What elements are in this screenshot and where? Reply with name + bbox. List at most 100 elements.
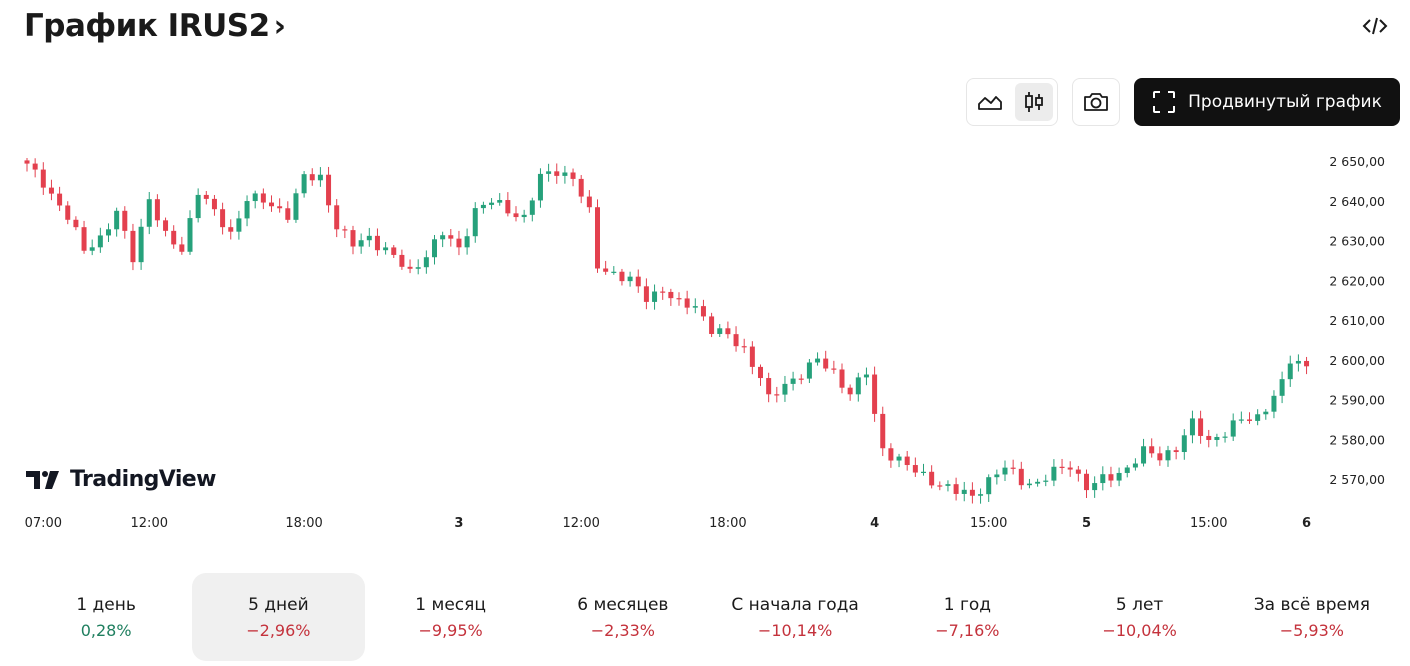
candle (595, 199, 600, 273)
period-5d[interactable]: 5 дней −2,96% (192, 573, 365, 661)
period-all[interactable]: За всё время −5,93% (1226, 573, 1398, 661)
period-change: −10,04% (1102, 620, 1177, 640)
x-tick-label: 5 (1082, 516, 1091, 531)
candle (334, 199, 340, 238)
area-chart-button[interactable] (971, 83, 1009, 121)
candle (537, 168, 543, 208)
candle (1181, 429, 1187, 460)
candle (945, 480, 951, 492)
candle (285, 201, 291, 223)
candle (1165, 445, 1171, 467)
candle (1206, 429, 1212, 448)
candle (1198, 410, 1204, 444)
period-1m[interactable]: 1 месяц −9,95% (365, 573, 537, 661)
x-tick-label: 12:00 (562, 516, 599, 531)
candlestick-chart[interactable]: 2 650,00 2 640,00 2 630,00 2 620,00 2 610,00… (0, 140, 1410, 545)
candle (1141, 438, 1147, 467)
period-ytd[interactable]: С начала года −10,14% (709, 573, 881, 661)
candle (774, 386, 780, 403)
candles-layer (24, 158, 1310, 504)
candle (1116, 467, 1122, 487)
candlestick-button[interactable] (1015, 83, 1053, 121)
candle (937, 481, 943, 491)
y-tick-label: 2 600,00 (1329, 353, 1385, 368)
candle (187, 210, 193, 255)
candle (1124, 465, 1130, 478)
candle (839, 363, 845, 394)
candle (733, 326, 739, 352)
candle (317, 167, 323, 187)
advanced-chart-label: Продвинутый график (1188, 92, 1382, 112)
candle (790, 371, 796, 391)
candle (692, 298, 698, 314)
candle (244, 195, 250, 227)
candle (383, 242, 389, 255)
period-5y[interactable]: 5 лет −10,04% (1054, 573, 1226, 661)
candle (309, 168, 315, 186)
advanced-chart-button[interactable]: Продвинутый график (1134, 78, 1400, 126)
tradingview-logo-icon (26, 470, 59, 489)
period-6m[interactable]: 6 месяцев −2,33% (537, 573, 709, 661)
candle (293, 188, 299, 223)
period-1d[interactable]: 1 день 0,28% (20, 573, 192, 661)
candle (815, 352, 821, 366)
candle (48, 179, 54, 201)
candle (1247, 412, 1252, 424)
candle (1238, 411, 1244, 424)
candle (554, 163, 560, 184)
tradingview-logo[interactable]: TradingView (26, 467, 216, 492)
candle (423, 250, 429, 274)
candle (782, 375, 788, 402)
candle (1149, 438, 1155, 458)
candle (97, 227, 103, 253)
candle (440, 231, 446, 248)
candle (611, 266, 617, 275)
candle (570, 168, 576, 187)
candle (741, 338, 747, 354)
candle (57, 186, 63, 212)
candle (986, 474, 992, 502)
candle (40, 162, 46, 195)
x-tick-label: 6 (1302, 516, 1311, 531)
y-tick-label: 2 620,00 (1329, 273, 1385, 288)
candle (978, 488, 984, 504)
candle (505, 192, 511, 217)
candle (472, 202, 478, 243)
candle (106, 223, 111, 242)
candle (236, 210, 242, 240)
candle (929, 465, 935, 489)
candle (358, 233, 364, 254)
candle (806, 358, 812, 383)
period-change: 0,28% (80, 620, 132, 640)
candle (643, 278, 649, 310)
candle (717, 324, 723, 337)
candle (603, 260, 609, 275)
period-change: −9,95% (418, 620, 483, 640)
period-label: 5 дней (248, 594, 309, 615)
page-title[interactable]: График IRUS2 › (24, 8, 286, 44)
chart-type-toggle (966, 78, 1058, 126)
x-tick-label: 18:00 (285, 516, 322, 531)
candle (260, 188, 266, 210)
y-tick-label: 2 630,00 (1329, 234, 1385, 249)
candle (211, 194, 217, 216)
candle (855, 372, 861, 402)
candle (562, 165, 568, 184)
candle (578, 175, 584, 204)
period-1y[interactable]: 1 год −7,16% (881, 573, 1053, 661)
snapshot-button[interactable] (1072, 78, 1120, 126)
candle (684, 290, 690, 315)
candle (766, 372, 772, 403)
fullscreen-icon (1153, 91, 1176, 113)
candle (203, 190, 209, 205)
candle (326, 166, 332, 213)
x-tick-label: 15:00 (970, 516, 1007, 531)
code-icon[interactable] (1360, 12, 1390, 40)
candle (122, 206, 128, 239)
y-tick-label: 2 570,00 (1329, 472, 1385, 487)
candle (749, 341, 755, 375)
x-tick-label: 07:00 (25, 516, 62, 531)
candle (831, 360, 837, 374)
candle (758, 364, 763, 386)
candle (709, 312, 715, 338)
